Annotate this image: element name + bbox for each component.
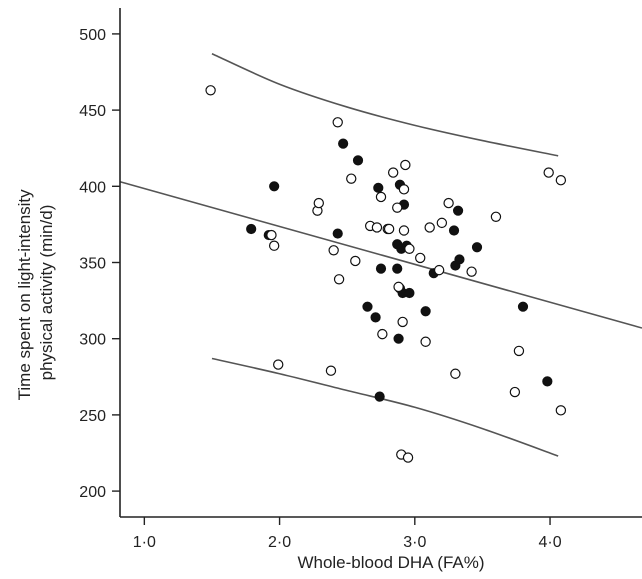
regression-line [119, 180, 642, 329]
open-point [266, 229, 277, 241]
x-tick-label: 1·0 [133, 534, 156, 551]
open-point [398, 225, 410, 236]
filled-point [373, 182, 384, 193]
filled-point [517, 301, 529, 312]
upper-prediction-band [211, 52, 559, 157]
open-point [313, 197, 324, 209]
open-point [273, 359, 284, 370]
filled-point [454, 254, 465, 265]
filled-point [404, 287, 415, 299]
open-point [424, 222, 435, 233]
open-point [436, 217, 448, 229]
filled-point [392, 263, 403, 274]
y-axis-title-line-2: physical activity (min/d) [37, 205, 56, 381]
open-point [490, 211, 502, 222]
open-point [555, 405, 567, 416]
open-point [392, 202, 403, 213]
filled-point [246, 223, 257, 235]
open-point [332, 117, 343, 128]
y-tick-label: 450 [79, 103, 106, 120]
x-tick-label: 3·0 [403, 534, 426, 551]
filled-point [542, 376, 553, 387]
filled-point [375, 263, 387, 274]
filled-point [269, 181, 280, 192]
filled-point [420, 306, 431, 317]
filled-point [448, 225, 460, 236]
y-tick-label: 400 [79, 179, 106, 196]
open-point [513, 345, 525, 357]
open-point [383, 223, 395, 235]
open-point [387, 167, 399, 178]
y-tick-label: 200 [79, 484, 106, 501]
filled-points [246, 138, 553, 402]
open-point [433, 264, 445, 276]
x-axis-ticks: 1·0 2·0 3·0 4·0 [133, 517, 562, 551]
x-tick-label: 4·0 [538, 534, 561, 551]
open-point [350, 255, 361, 267]
lower-prediction-band [211, 357, 559, 457]
open-point [404, 243, 415, 254]
open-point [325, 365, 337, 376]
open-point [466, 266, 477, 277]
open-point [397, 316, 408, 328]
filled-point [338, 138, 349, 149]
open-points [205, 85, 567, 463]
open-point [420, 336, 431, 347]
y-axis-title-line-1: Time spent on light-intensity [15, 189, 34, 401]
open-point [398, 184, 410, 195]
open-point [371, 222, 383, 233]
open-point [346, 173, 357, 184]
filled-point [362, 301, 373, 312]
y-axis-title: Time spent on light-intensity physical a… [15, 185, 56, 401]
open-point [509, 386, 521, 398]
filled-point [374, 391, 385, 402]
open-point [402, 452, 414, 463]
open-point [543, 167, 554, 178]
open-point [393, 281, 404, 293]
plot-area [119, 52, 642, 463]
filled-point [370, 312, 381, 323]
open-point [377, 328, 388, 340]
open-point [415, 252, 426, 264]
y-tick-label: 500 [79, 27, 106, 44]
open-point [555, 175, 567, 186]
y-axis-ticks: 200 250 300 350 400 450 500 [79, 27, 120, 501]
open-point [333, 274, 345, 285]
filled-point [332, 228, 343, 239]
open-point [268, 240, 280, 251]
open-point [450, 368, 461, 379]
y-tick-label: 350 [79, 256, 106, 273]
x-tick-label: 2·0 [268, 534, 291, 551]
y-tick-label: 300 [79, 332, 106, 349]
y-tick-label: 250 [79, 408, 106, 425]
open-point [443, 197, 454, 209]
open-point [205, 85, 216, 96]
filled-point [393, 333, 404, 344]
filled-point [452, 205, 464, 216]
open-point [328, 245, 339, 256]
filled-point [471, 242, 483, 253]
x-axis-title: Whole-blood DHA (FA%) [297, 553, 484, 572]
open-point [375, 191, 387, 203]
open-point [400, 159, 411, 171]
filled-point [352, 155, 364, 166]
